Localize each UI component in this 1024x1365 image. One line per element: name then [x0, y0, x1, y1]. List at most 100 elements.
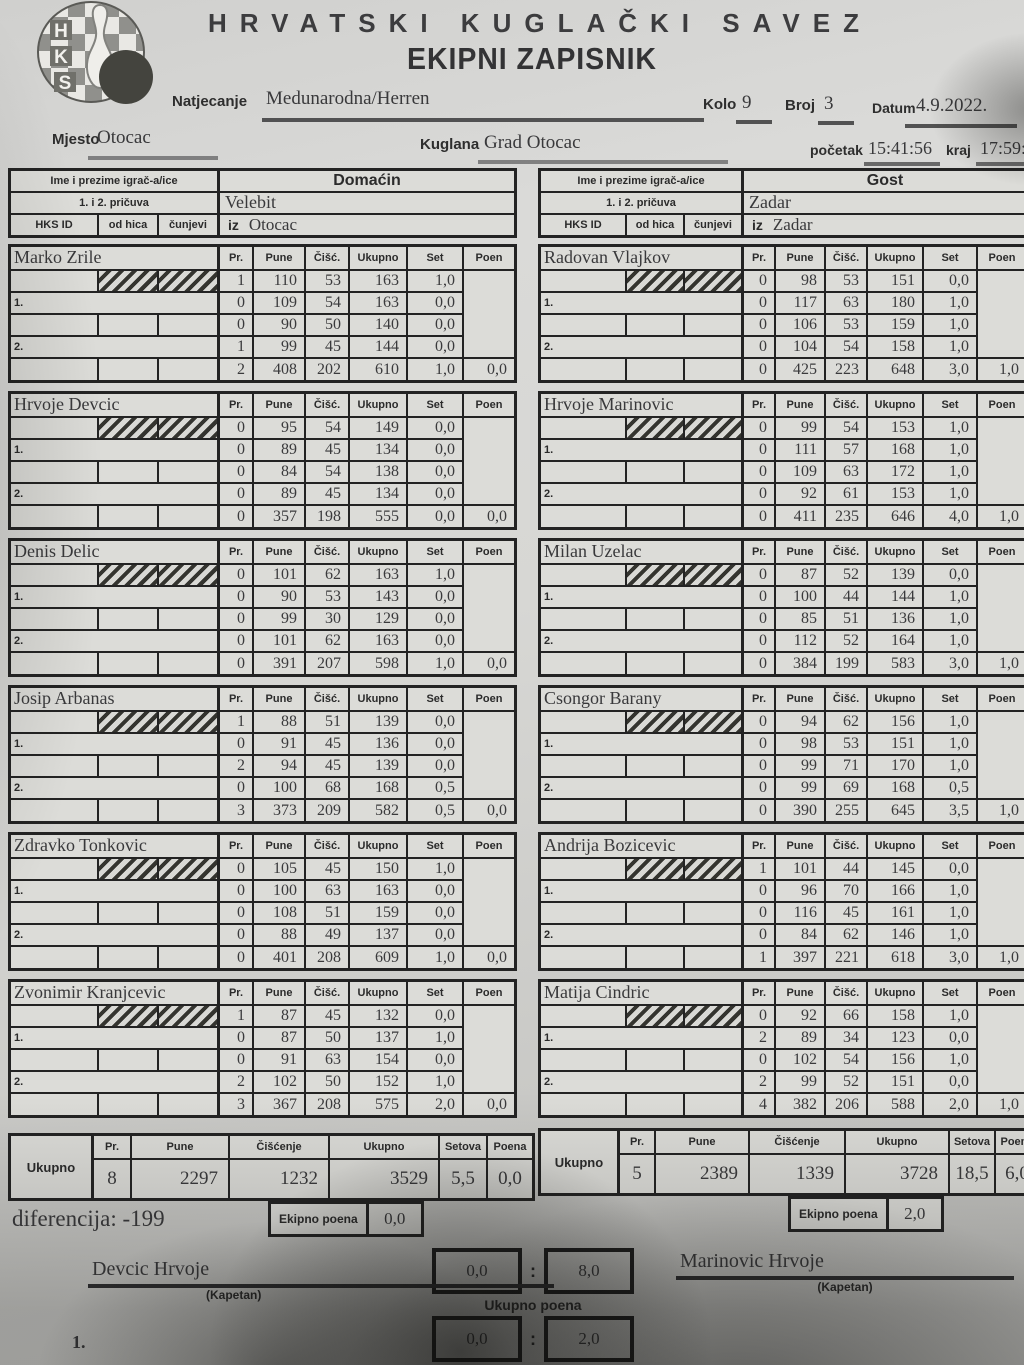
- player-id-area: Hrvoje Devcic 1. 2.: [11, 394, 217, 527]
- federation-title: HRVATSKI KUGLAČKI SAVEZ: [208, 8, 872, 38]
- score-cell: 96: [776, 881, 824, 901]
- score-cell: 136: [350, 734, 406, 754]
- score-cell: 0,0: [408, 881, 462, 901]
- total-cell: 0,5: [408, 800, 462, 821]
- total-cell: 208: [306, 1094, 348, 1115]
- score-cell: 91: [254, 734, 304, 754]
- score-cell: 1,0: [924, 881, 976, 901]
- col-header-poen: Poen: [978, 982, 1024, 1004]
- hatch-cell: [99, 1006, 157, 1026]
- poen-empty-cell: [978, 859, 1024, 945]
- hks-id-cell: [11, 271, 97, 291]
- empty-cell: [627, 653, 683, 674]
- score-grid: Pr. Pune Čišć. Ukupno Set Poen 0 98 53 1…: [744, 247, 1024, 380]
- total-cell: 199: [826, 653, 866, 674]
- score-cell: 88: [254, 712, 304, 732]
- reserve-2-row: 2.: [541, 1072, 741, 1092]
- score-cell: 0: [744, 925, 774, 945]
- score-cell: 62: [306, 565, 348, 585]
- total-cell: 0: [220, 506, 252, 527]
- total-cell: 382: [776, 1094, 824, 1115]
- player-name: Hrvoje Devcic: [11, 394, 217, 416]
- logo-letter-s: S: [59, 73, 72, 94]
- score-cell: 68: [306, 778, 348, 798]
- page-title: EKIPNI ZAPISNIK: [407, 41, 657, 76]
- home-ekipno-poena-value: 0,0: [368, 1204, 421, 1234]
- od-hica-label: od hica: [627, 215, 683, 235]
- away-ekipno-poena-value: 2,0: [888, 1199, 941, 1229]
- score-cell: 0,5: [924, 778, 976, 798]
- score-cell: 87: [254, 1028, 304, 1048]
- col-header-cisc: Čišć.: [826, 688, 866, 710]
- score-cell: 2: [744, 1028, 774, 1048]
- total-poen-cell: 1,0: [978, 947, 1024, 968]
- col-header-cisc: Čišć.: [826, 982, 866, 1004]
- reserve-1-row: 1.: [11, 881, 217, 901]
- score-cell: 53: [826, 734, 866, 754]
- away-total-pune: 2389: [656, 1155, 748, 1193]
- score-cell: 156: [868, 1050, 922, 1070]
- score-cell: 102: [776, 1050, 824, 1070]
- empty-cell: [627, 903, 683, 923]
- hatch-cell: [159, 565, 217, 585]
- empty-cell: [159, 462, 217, 482]
- score-cell: 87: [254, 1006, 304, 1026]
- col-header-ukupno: Ukupno: [350, 247, 406, 269]
- score-cell: 2: [744, 1072, 774, 1092]
- score-cell: 139: [350, 756, 406, 776]
- score-cell: 89: [254, 440, 304, 460]
- reserve-2-row: 2.: [11, 925, 217, 945]
- iz-label: iz: [752, 217, 763, 233]
- player-id-area: Radovan Vlajkov 1. 2.: [541, 247, 741, 380]
- score-grid: Pr. Pune Čišć. Ukupno Set Poen 1 110 53 …: [220, 247, 514, 380]
- score-cell: 1,0: [408, 1028, 462, 1048]
- score-cell: 84: [776, 925, 824, 945]
- total-cell: 221: [826, 947, 866, 968]
- score-cell: 0,0: [408, 712, 462, 732]
- away-ekipno-poena-box: Ekipno poena 2,0: [788, 1196, 944, 1232]
- total-cell: 575: [350, 1094, 406, 1115]
- col-header-ukupno: Ukupno: [350, 394, 406, 416]
- player-name: Denis Delic: [11, 541, 217, 563]
- score-grid: Pr. Pune Čišć. Ukupno Set Poen 0 94 62 1…: [744, 688, 1024, 821]
- home-total-setova: 5,5: [440, 1160, 486, 1198]
- col-header-poen: Poen: [464, 982, 514, 1004]
- score-cell: 51: [306, 903, 348, 923]
- score-cell: 1: [220, 712, 252, 732]
- score-cell: 163: [350, 881, 406, 901]
- player-score-table: Radovan Vlajkov 1. 2. Pr. Pune Čišć. Uku…: [538, 244, 1024, 383]
- score-cell: 63: [826, 293, 866, 313]
- empty-cell: [627, 1050, 683, 1070]
- score-cell: 45: [306, 484, 348, 504]
- score-cell: 0,0: [408, 418, 462, 438]
- hks-id-cell: [11, 418, 97, 438]
- total-poen-cell: 1,0: [978, 653, 1024, 674]
- empty-cell: [627, 947, 683, 968]
- reserve-1-row: 1.: [541, 293, 741, 313]
- hatch-cell: [159, 859, 217, 879]
- totals-header-pr: Pr.: [94, 1136, 130, 1158]
- score-cell: 44: [826, 587, 866, 607]
- reserve-2-row: 2.: [11, 1072, 217, 1092]
- score-cell: 112: [776, 631, 824, 651]
- col-header-set: Set: [924, 982, 976, 1004]
- score-cell: 0: [744, 1050, 774, 1070]
- score-cell: 137: [350, 925, 406, 945]
- score-cell: 90: [254, 587, 304, 607]
- player-score-table: Csongor Barany 1. 2. Pr. Pune Čišć. Ukup…: [538, 685, 1024, 824]
- poen-empty-cell: [464, 565, 514, 651]
- col-header-set: Set: [408, 541, 462, 563]
- score-cell: 117: [776, 293, 824, 313]
- empty-cell: [541, 609, 625, 629]
- score-cell: 180: [868, 293, 922, 313]
- score-cell: 88: [254, 925, 304, 945]
- empty-cell: [11, 359, 97, 380]
- score-cell: 1,0: [924, 734, 976, 754]
- col-header-cisc: Čišć.: [306, 394, 348, 416]
- score-cell: 52: [826, 631, 866, 651]
- score-cell: 63: [306, 881, 348, 901]
- score-cell: 0: [220, 903, 252, 923]
- empty-cell: [541, 903, 625, 923]
- away-team-name: Zadar: [744, 193, 1024, 213]
- home-role-label: Domaćin: [220, 171, 514, 191]
